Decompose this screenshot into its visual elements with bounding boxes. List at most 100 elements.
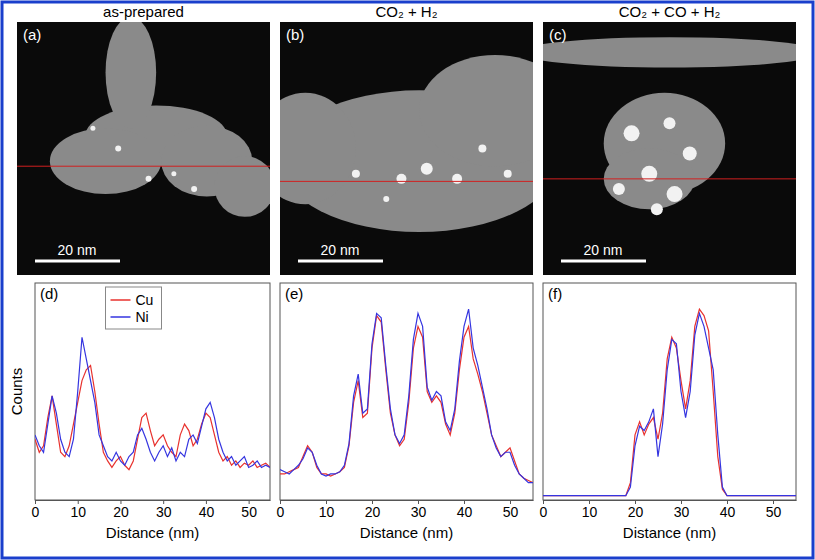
plot-frame (543, 283, 796, 500)
scale-bar-label: 20 nm (584, 242, 623, 258)
particle (624, 125, 640, 141)
tick-label: 30 (674, 504, 690, 520)
tick-label: 50 (766, 504, 782, 520)
tick-label: 50 (241, 504, 257, 520)
profile-line-1 (280, 309, 533, 483)
particle (664, 117, 676, 129)
tick: 50 (241, 500, 257, 520)
tick: 50 (766, 500, 782, 520)
tick: 40 (720, 500, 736, 520)
y-axis-title: Counts (8, 368, 25, 416)
tick: 0 (277, 500, 285, 520)
tick-label: 20 (628, 504, 644, 520)
legend-swatch (111, 299, 131, 301)
tick-label: 0 (32, 504, 40, 520)
panel-letter: (b) (286, 26, 304, 43)
tick: 10 (319, 500, 335, 520)
panel-letter: (e) (285, 285, 303, 302)
tick-label: 40 (720, 504, 736, 520)
tick: 30 (674, 500, 690, 520)
tick-label: 0 (540, 504, 548, 520)
tick: 0 (32, 500, 40, 520)
x-axis-title: Distance (nm) (623, 524, 716, 541)
legend-label: Cu (136, 292, 154, 308)
panel-title: CO₂ + CO + H₂ (619, 3, 721, 20)
tick-label: 30 (156, 504, 172, 520)
tick-label: 40 (457, 504, 473, 520)
micrograph: (c) 20 nm (518, 22, 815, 275)
legend-box (106, 287, 162, 329)
scale-bar (35, 260, 120, 263)
plot-area (543, 309, 796, 496)
tick: 20 (113, 500, 129, 520)
profile-line (280, 181, 533, 182)
scale-bar (561, 260, 646, 263)
particle (191, 186, 197, 192)
tick-label: 20 (113, 504, 129, 520)
particle (504, 170, 512, 178)
micrograph: (b) 20 nm (255, 22, 571, 275)
panel-letter: (f) (548, 285, 562, 302)
tick: 40 (457, 500, 473, 520)
profile-line (17, 166, 270, 167)
x-axis: 0 10 20 30 40 50 (277, 500, 534, 520)
x-axis-line (281, 500, 534, 501)
x-axis: 01020304050 (540, 500, 797, 520)
profile-line-0 (280, 316, 533, 483)
support-region (214, 156, 270, 217)
chart: 01020304050Distance (nm)(f) (540, 283, 797, 541)
panel-letter: (a) (23, 26, 41, 43)
support-region (106, 22, 157, 128)
plot-frame (35, 283, 270, 500)
particle (613, 183, 625, 195)
particle (667, 186, 683, 202)
support-region (50, 128, 161, 194)
tick: 20 (365, 500, 381, 520)
tick-label: 40 (199, 504, 215, 520)
plot-area (35, 337, 270, 469)
particle (421, 163, 433, 175)
legend-label: Ni (136, 309, 149, 325)
x-axis-title: Distance (nm) (106, 524, 199, 541)
chart: 0 10 20 30 40 50 Distance (nm) Counts (d) CuNi (8, 283, 271, 541)
micrograph: (a)20 nm (17, 17, 275, 275)
plot-frame (280, 283, 533, 500)
particle (146, 176, 152, 182)
particle (352, 170, 360, 178)
figure-frame (2, 2, 813, 558)
chart: 0 10 20 30 40 50 Distance (nm) (e) (277, 283, 534, 541)
tick-label: 10 (319, 504, 335, 520)
support-region (419, 55, 533, 166)
x-axis-line (36, 500, 271, 501)
profile-line-1 (35, 337, 270, 467)
particle (452, 174, 462, 184)
particle (651, 203, 663, 215)
panel-title: CO₂ + H₂ (375, 3, 437, 20)
profile-line (543, 178, 796, 179)
scale-bar-label: 20 nm (321, 242, 360, 258)
panel-title: as-prepared (103, 3, 184, 20)
tick: 10 (70, 500, 86, 520)
x-axis-line (544, 500, 797, 501)
particle (641, 166, 657, 182)
tick-label: 30 (411, 504, 427, 520)
particle (383, 196, 389, 202)
x-axis: 0 10 20 30 40 50 (32, 500, 271, 520)
particle (478, 145, 486, 153)
tick-label: 20 (365, 504, 381, 520)
particle (90, 126, 95, 131)
x-axis-title: Distance (nm) (360, 524, 453, 541)
particle (396, 174, 406, 184)
tick: 0 (540, 500, 548, 520)
tick-label: 50 (503, 504, 519, 520)
legend-swatch (111, 316, 131, 318)
panel-letter: (c) (549, 26, 567, 43)
tick: 40 (199, 500, 215, 520)
panel-letter: (d) (40, 285, 58, 302)
support-region (543, 37, 796, 67)
figure: (a)20 nmas-prepared(b)20 nmCO₂ + H₂(c)20… (0, 0, 815, 560)
plot-area (280, 309, 533, 483)
support-region (280, 93, 356, 204)
legend: CuNi (106, 287, 162, 329)
particle (683, 147, 697, 161)
